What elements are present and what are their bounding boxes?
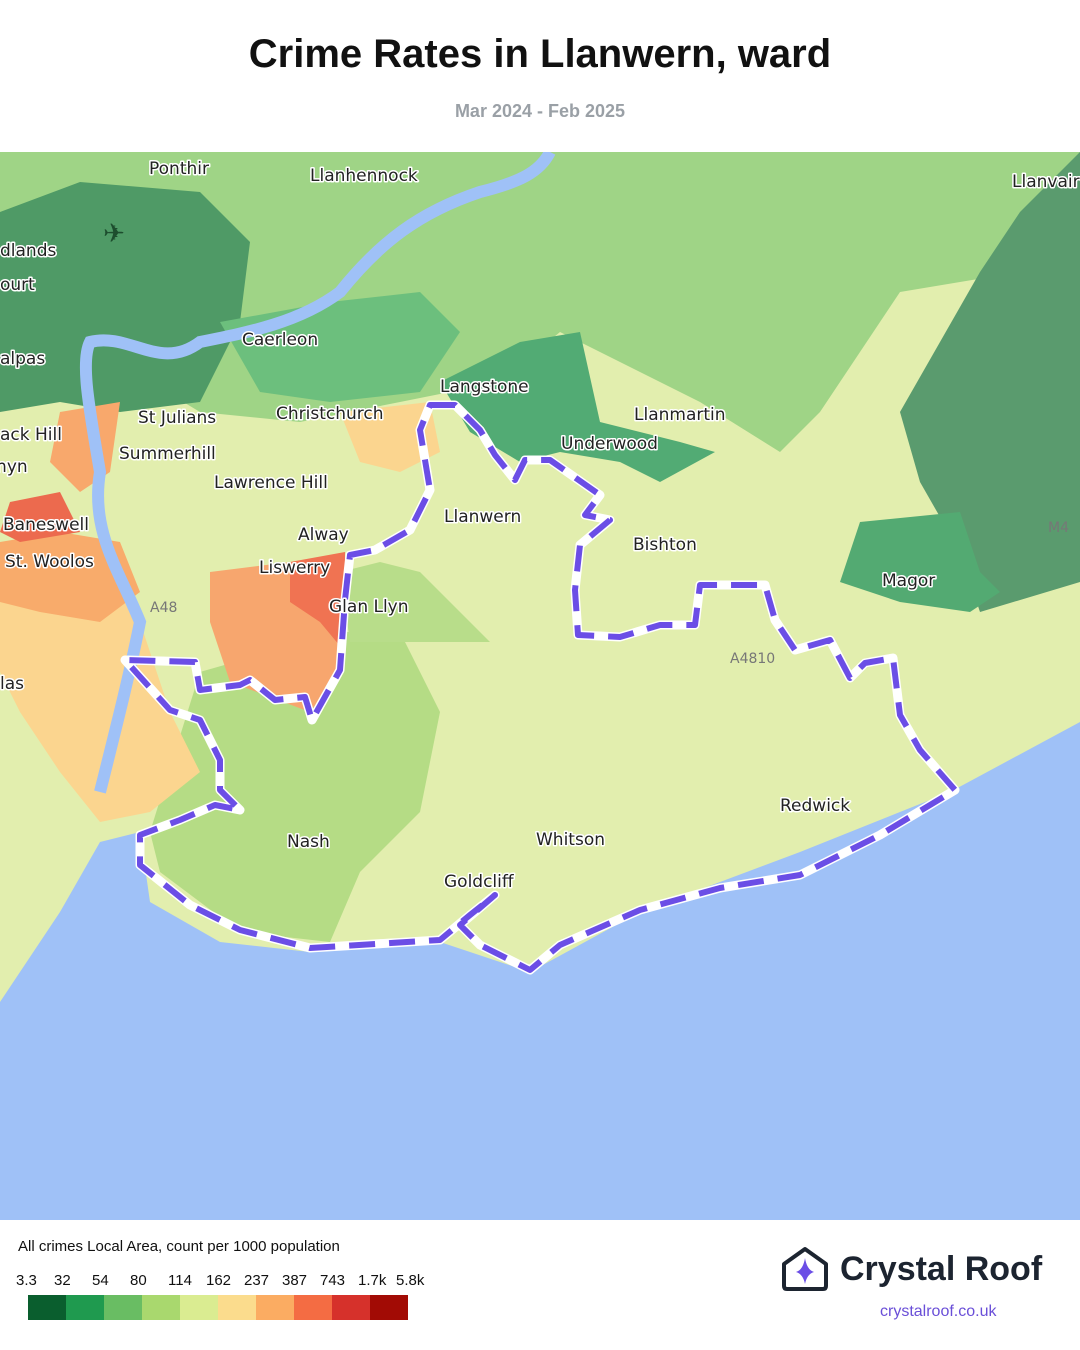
brand-url[interactable]: crystalroof.co.uk — [880, 1303, 997, 1320]
place-label: Llanmartin — [634, 405, 726, 425]
place-label: Lawrence Hill — [214, 473, 328, 493]
place-label: Llanvair — [1012, 172, 1080, 192]
place-label: Christchurch — [276, 404, 384, 424]
place-label: las — [0, 674, 24, 694]
place-label: Liswerry — [259, 558, 330, 578]
place-label: Llanwern — [444, 507, 521, 527]
area-nash — [150, 632, 440, 942]
place-label: Nash — [287, 832, 330, 852]
legend-tick: 114 — [168, 1272, 192, 1289]
legend-tick: 80 — [130, 1272, 147, 1289]
legend-tick: 387 — [282, 1272, 308, 1289]
place-label: Magor — [882, 571, 935, 591]
area-langstone — [440, 332, 715, 482]
place-label: ynyn — [0, 457, 28, 477]
place-label: Alway — [298, 525, 349, 545]
legend-swatch — [256, 1295, 294, 1320]
ward-boundary[interactable] — [120, 400, 960, 975]
road-label-m4: M4 — [1048, 520, 1069, 536]
area-ne-dark — [900, 152, 1080, 612]
legend-swatch — [66, 1295, 104, 1320]
area-glan-llyn-red — [290, 552, 345, 652]
legend-tick: 3.3 — [16, 1272, 37, 1289]
legend-swatch — [218, 1295, 256, 1320]
brand-name: Crystal Roof — [840, 1249, 1043, 1288]
area-magor — [840, 512, 1000, 612]
place-label: Bishton — [633, 535, 697, 555]
date-range: Mar 2024 - Feb 2025 — [454, 101, 626, 121]
legend-swatch — [28, 1295, 66, 1320]
place-label: alpas — [0, 349, 45, 369]
legend-tick: 1.7k — [358, 1272, 387, 1289]
legend-tick: 32 — [54, 1272, 71, 1289]
place-label: Ponthir — [149, 159, 209, 179]
legend-title: All crimes Local Area, count per 1000 po… — [18, 1238, 340, 1255]
place-label: dlands — [0, 241, 56, 261]
road-label-a48: A48 — [150, 600, 177, 616]
road-label-a4810: A4810 — [730, 651, 775, 667]
area-baneswell — [0, 492, 80, 542]
place-label: Langstone — [440, 377, 529, 397]
legend-tick: 54 — [92, 1272, 109, 1289]
legend-swatch — [370, 1295, 408, 1320]
place-label: Caerleon — [242, 330, 318, 350]
legend-swatch — [104, 1295, 142, 1320]
place-label: ack Hill — [0, 425, 62, 445]
place-label: Redwick — [780, 796, 850, 816]
legend-tick: 5.8k — [396, 1272, 425, 1289]
legend-swatch — [294, 1295, 332, 1320]
legend-tick: 162 — [206, 1272, 232, 1289]
place-label: Whitson — [536, 830, 605, 850]
place-label: ourt — [0, 275, 35, 295]
area-christchurch — [340, 402, 440, 472]
place-label: Baneswell — [3, 515, 89, 535]
place-labels: Ponthir Llanhennock Llanvair dlands ourt… — [0, 158, 1080, 894]
place-label: St. Woolos — [5, 552, 94, 572]
legend-swatch — [332, 1295, 370, 1320]
legend-swatch — [180, 1295, 218, 1320]
brand-logo[interactable]: Crystal Roof — [780, 1246, 1042, 1292]
airport-icon: ✈ — [103, 218, 125, 248]
crime-map[interactable]: ✈ Ponthir Llanhennock Llanvair dlands ou… — [0, 152, 1080, 1220]
house-crystal-icon — [782, 1247, 828, 1291]
water-channel[interactable] — [0, 722, 1080, 1220]
legend-tick: 237 — [244, 1272, 270, 1289]
legend-swatch — [142, 1295, 180, 1320]
place-label: Llanhennock — [310, 166, 418, 186]
river-usk — [79, 152, 556, 794]
place-label: St Julians — [138, 408, 216, 428]
page-title: Crime Rates in Llanwern, ward — [248, 32, 832, 76]
place-label: Glan Llyn — [329, 597, 409, 617]
place-label: Underwood — [561, 434, 658, 454]
place-label: Goldcliff — [444, 872, 515, 892]
legend-tick: 743 — [320, 1272, 346, 1289]
area-glan-llyn — [340, 562, 490, 642]
place-label: Summerhill — [119, 444, 216, 464]
legend-color-bar — [28, 1295, 408, 1320]
